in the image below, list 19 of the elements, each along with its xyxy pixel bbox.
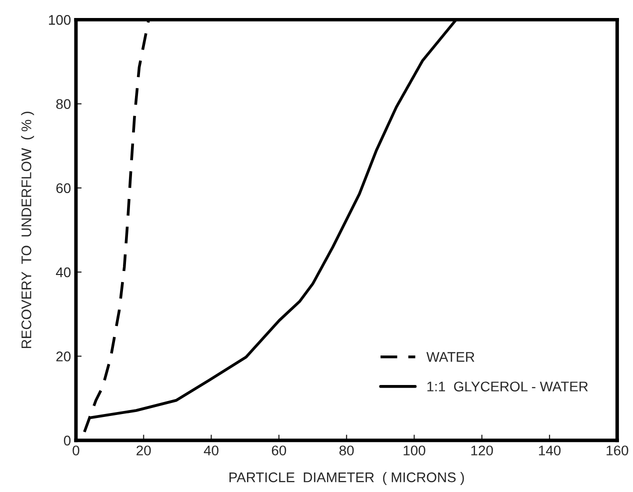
x-tick-label: 40	[204, 446, 218, 456]
x-tick-label: 60	[272, 446, 286, 456]
x-tick-label: 120	[471, 446, 493, 456]
y-tick-label: 20	[56, 352, 71, 362]
x-tick-label: 0	[72, 446, 80, 456]
y-axis-title: RECOVERY TO UNDERFLOW ( % )	[21, 112, 34, 348]
x-tick-label: 140	[538, 446, 561, 456]
y-tick-label: 60	[56, 183, 71, 194]
y-tick-label: 80	[56, 99, 71, 109]
x-tick-label: 20	[136, 446, 151, 456]
x-axis-title: PARTICLE DIAMETER ( MICRONS )	[230, 472, 464, 485]
x-tick-label: 80	[339, 446, 354, 456]
y-tick-label: 100	[48, 15, 71, 25]
legend-label: WATER	[426, 352, 474, 362]
x-tick-label: 100	[404, 446, 426, 456]
y-tick-label: 0	[64, 436, 71, 446]
legend-label: 1:1 GLYCEROL - WATER	[427, 382, 588, 392]
x-tick-label: 160	[606, 446, 628, 456]
y-tick-label: 40	[56, 267, 71, 278]
